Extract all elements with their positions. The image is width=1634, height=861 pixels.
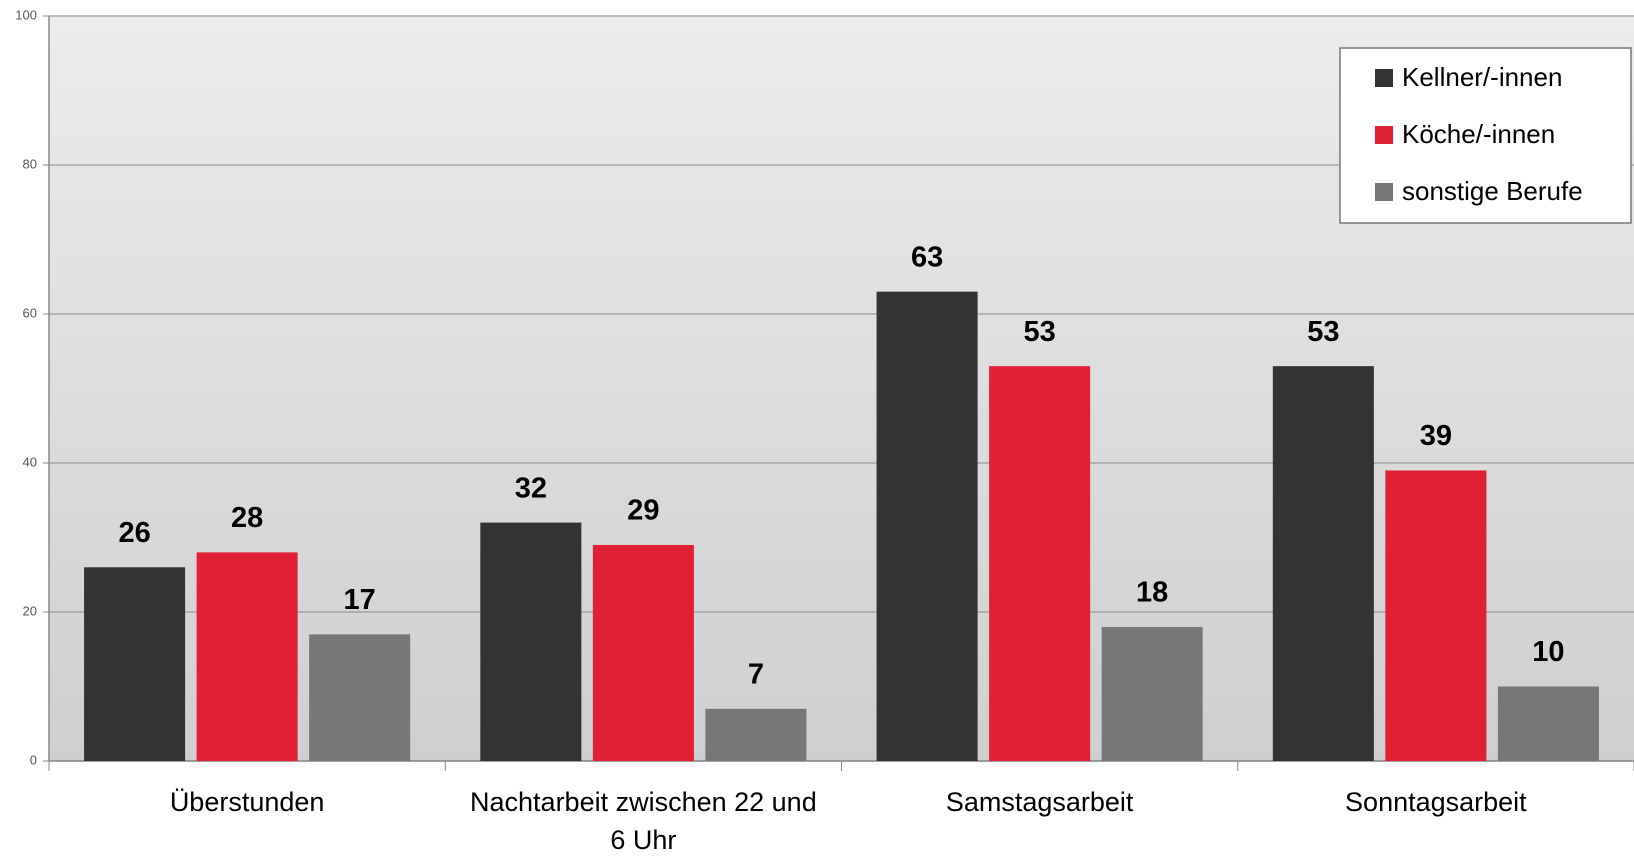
x-tick-label: Überstunden: [169, 787, 325, 817]
y-tick-label: 20: [23, 603, 37, 618]
data-label: 10: [1532, 636, 1564, 668]
bar: [1497, 686, 1599, 761]
data-label: 53: [1307, 316, 1339, 348]
data-label: 7: [748, 659, 764, 691]
y-tick-label: 60: [23, 305, 37, 320]
data-label: 63: [911, 241, 943, 273]
legend-swatch: [1375, 183, 1393, 201]
legend-swatch: [1375, 126, 1393, 144]
y-tick-label: 80: [23, 156, 37, 171]
data-label: 17: [344, 584, 376, 616]
x-tick-label: Samstagsarbeit: [945, 787, 1134, 817]
data-label: 18: [1136, 577, 1168, 609]
y-tick-label: 40: [23, 454, 37, 469]
bar: [1101, 626, 1203, 761]
bar: [876, 291, 978, 761]
bar: [705, 708, 807, 761]
y-tick-label: 0: [30, 752, 37, 767]
legend-swatch: [1375, 69, 1393, 87]
data-label: 26: [118, 517, 150, 549]
data-label: 29: [627, 495, 659, 527]
legend-label: Kellner/-innen: [1402, 62, 1562, 92]
x-tick-label: Nachtarbeit zwischen 22 und 6 Uhr: [470, 787, 817, 855]
y-tick-label: 100: [15, 7, 37, 22]
bar: [480, 522, 582, 761]
bar: [196, 552, 298, 761]
data-label: 39: [1420, 420, 1452, 452]
legend-label: Köche/-innen: [1402, 119, 1555, 149]
bar: [84, 567, 186, 761]
bar: [989, 366, 1091, 761]
data-label: 28: [231, 502, 263, 534]
bar: [1272, 366, 1374, 761]
bar: [1385, 470, 1487, 761]
legend-label: sonstige Berufe: [1402, 176, 1583, 206]
data-label: 53: [1023, 316, 1055, 348]
bar: [309, 634, 411, 761]
x-tick-label: Sonntagsarbeit: [1345, 787, 1527, 817]
bar: [592, 544, 694, 761]
data-label: 32: [515, 472, 547, 504]
